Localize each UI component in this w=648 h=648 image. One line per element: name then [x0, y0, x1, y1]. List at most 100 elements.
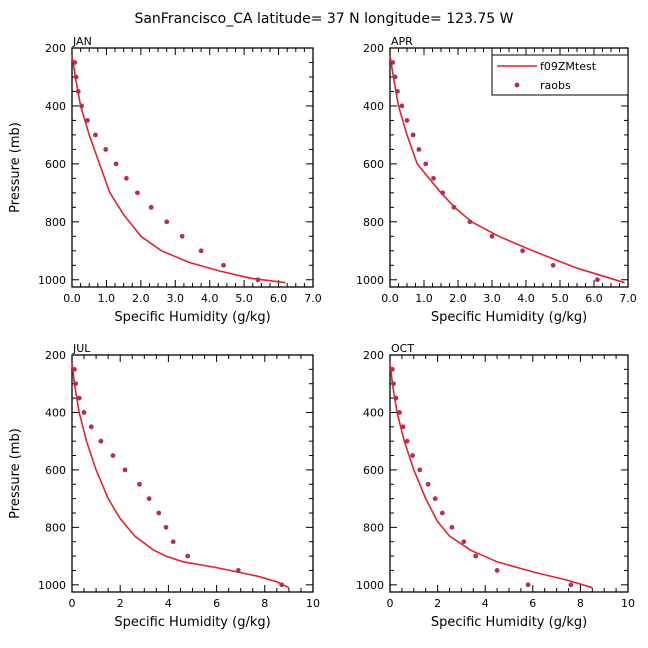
- raobs-point: [550, 262, 556, 268]
- raobs-point: [122, 467, 128, 473]
- raobs-point: [399, 103, 405, 109]
- x-tick-label: 0.0: [381, 292, 399, 305]
- x-axis-label: Specific Humidity (g/kg): [114, 310, 270, 325]
- raobs-point: [410, 453, 416, 458]
- raobs-point: [113, 161, 119, 167]
- raobs-point: [163, 524, 169, 530]
- raobs-point: [595, 277, 600, 283]
- y-tick-label: 400: [45, 100, 66, 113]
- plot-frame: [389, 354, 629, 593]
- plot-frame: [71, 354, 314, 593]
- y-tick-label: 600: [45, 158, 66, 171]
- raobs-point: [72, 60, 78, 65]
- raobs-point: [425, 481, 431, 487]
- x-tick-label: 4.0: [517, 292, 535, 305]
- y-tick-label: 600: [363, 158, 384, 171]
- x-tick-label: 5.0: [235, 292, 253, 305]
- raobs-point: [103, 146, 109, 152]
- y-tick-label: 1000: [356, 579, 384, 592]
- raobs-point: [72, 366, 77, 372]
- y-tick-label: 800: [363, 216, 384, 229]
- raobs-point: [164, 219, 170, 225]
- y-tick-label: 200: [363, 349, 384, 362]
- raobs-point: [489, 233, 495, 239]
- raobs-point: [73, 381, 79, 387]
- x-tick-label: 0.0: [63, 292, 81, 305]
- model-line: [389, 362, 593, 589]
- x-tick-label: 6.0: [585, 292, 603, 305]
- raobs-point: [520, 248, 525, 254]
- raobs-point: [432, 496, 438, 502]
- y-tick-label: 600: [45, 464, 66, 477]
- y-tick-label: 400: [363, 406, 384, 419]
- raobs-point: [79, 103, 85, 109]
- raobs-point: [93, 132, 98, 138]
- raobs-point: [393, 395, 399, 401]
- x-tick-label: 6: [529, 597, 536, 610]
- raobs-point: [391, 381, 396, 387]
- y-tick-label: 400: [45, 406, 66, 419]
- panel-month-label: OCT: [391, 342, 414, 355]
- y-tick-label: 800: [363, 521, 384, 534]
- raobs-point: [75, 89, 81, 94]
- raobs-point: [404, 118, 410, 123]
- raobs-point: [76, 395, 82, 401]
- raobs-point: [135, 190, 140, 196]
- x-tick-label: 3.0: [483, 292, 501, 305]
- raobs-point: [525, 582, 531, 588]
- legend-dot-swatch: [514, 82, 520, 88]
- raobs-point: [179, 233, 185, 239]
- raobs-point: [410, 132, 416, 138]
- raobs-point: [451, 204, 457, 210]
- x-axis-label: Specific Humidity (g/kg): [114, 615, 270, 630]
- raobs-point: [392, 74, 398, 80]
- raobs-point: [198, 248, 204, 254]
- raobs-point: [73, 74, 79, 80]
- y-tick-label: 400: [363, 100, 384, 113]
- x-tick-label: 7.0: [304, 292, 322, 305]
- y-tick-label: 600: [363, 464, 384, 477]
- x-tick-label: 2: [434, 597, 441, 610]
- raobs-point: [473, 553, 479, 559]
- raobs-point: [156, 510, 162, 516]
- raobs-point: [461, 539, 467, 545]
- raobs-point: [88, 424, 94, 430]
- x-tick-label: 5.0: [551, 292, 569, 305]
- x-tick-label: 6: [213, 597, 220, 610]
- y-tick-label: 1000: [38, 274, 66, 287]
- raobs-point: [397, 410, 402, 415]
- raobs-point: [137, 481, 142, 487]
- x-axis-label: Specific Humidity (g/kg): [431, 615, 587, 630]
- panel-month-label: JAN: [72, 35, 92, 48]
- raobs-point: [423, 161, 429, 167]
- x-tick-label: 1.0: [98, 292, 116, 305]
- y-tick-label: 1000: [38, 579, 66, 592]
- legend-obs-label: raobs: [540, 79, 571, 92]
- raobs-point: [449, 524, 455, 530]
- raobs-point: [98, 438, 104, 444]
- x-tick-label: 1.0: [415, 292, 433, 305]
- y-tick-label: 800: [45, 216, 66, 229]
- raobs-point: [185, 553, 191, 559]
- raobs-point: [110, 453, 116, 458]
- y-axis-label: Pressure (mb): [8, 122, 23, 213]
- x-axis-label: Specific Humidity (g/kg): [431, 310, 587, 325]
- panel-month-label: APR: [391, 35, 413, 48]
- raobs-point: [279, 582, 285, 588]
- raobs-point: [400, 424, 406, 430]
- raobs-point: [81, 410, 87, 415]
- legend: f09ZMtest raobs: [491, 54, 629, 96]
- x-tick-label: 4.0: [201, 292, 219, 305]
- raobs-point: [395, 89, 400, 94]
- raobs-point: [255, 277, 261, 283]
- y-tick-label: 200: [45, 349, 66, 362]
- raobs-point: [170, 539, 176, 545]
- raobs-point: [390, 60, 396, 65]
- raobs-point: [467, 219, 473, 225]
- panel-month-label: JUL: [72, 342, 91, 355]
- x-tick-label: 10: [621, 597, 635, 610]
- raobs-point: [404, 438, 410, 444]
- raobs-point: [146, 496, 152, 502]
- x-tick-label: 3.0: [167, 292, 185, 305]
